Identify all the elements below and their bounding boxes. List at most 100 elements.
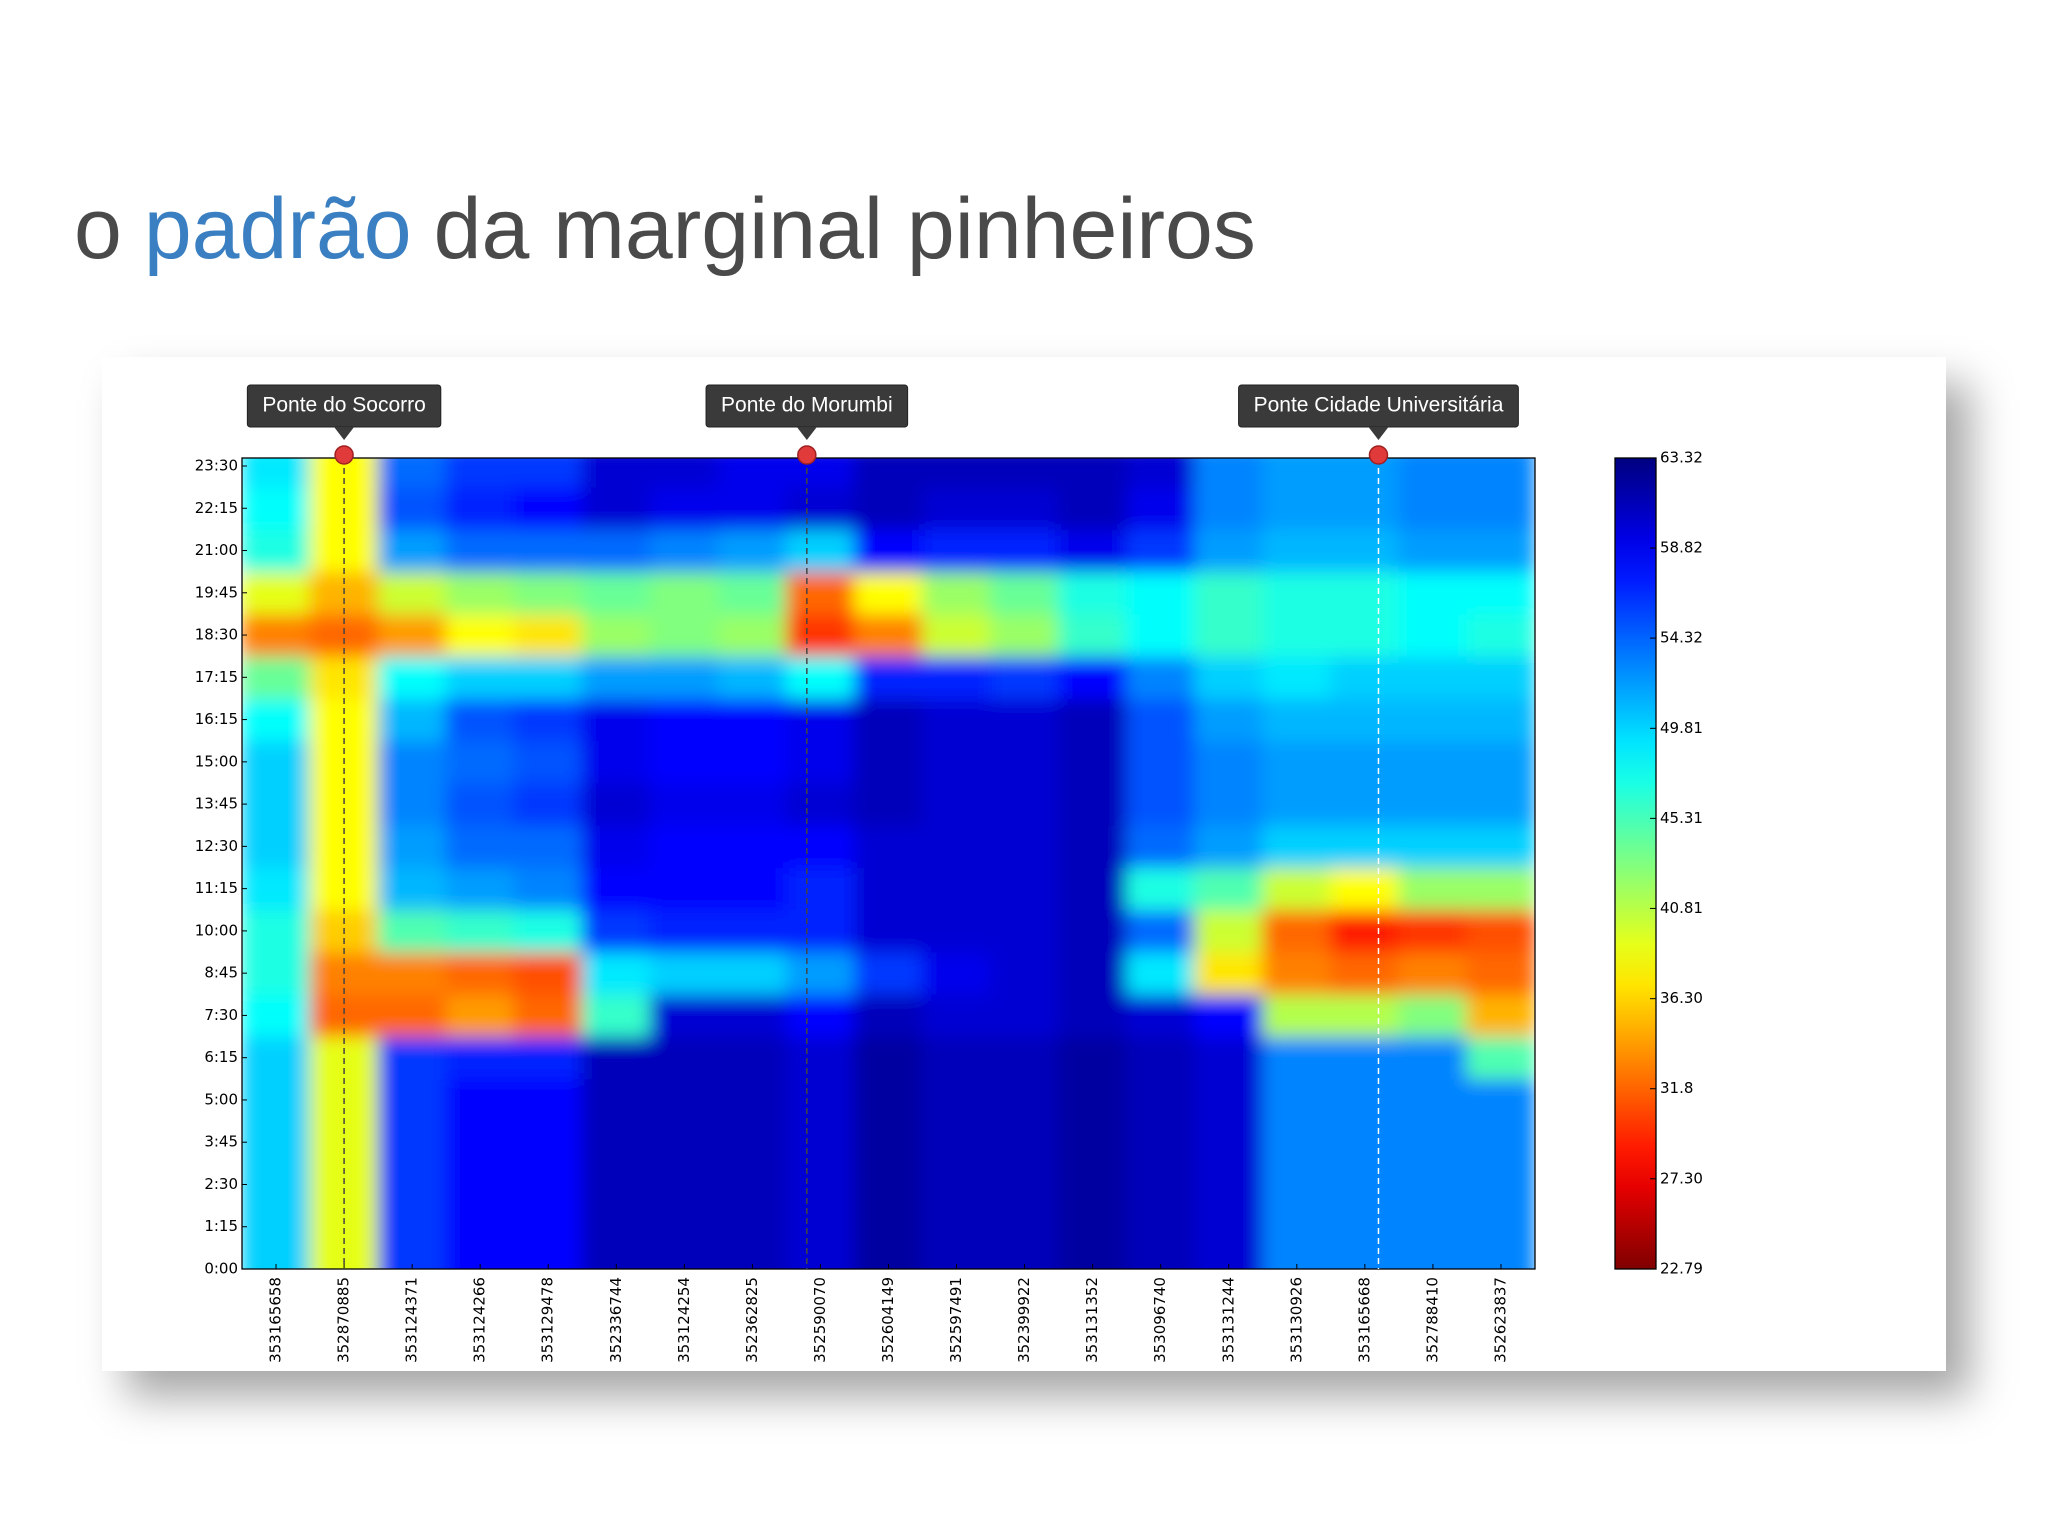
heat-cell [717,909,787,953]
y-tick-label: 1:15 [204,1217,238,1235]
heat-cell [853,571,924,615]
heat-cell [990,824,1060,868]
title-rest: da marginal pinheiros [433,181,1256,277]
heat-cell [1058,528,1128,573]
heat-cell [1262,697,1332,742]
heat-cell [1330,824,1400,868]
heat-cell [1194,528,1264,573]
heat-cell [649,1078,719,1122]
y-tick-label: 3:45 [204,1133,238,1151]
heat-cell [853,697,924,742]
heat-cell [1194,1205,1264,1249]
heat-cell [242,571,311,615]
heat-cell [1126,909,1196,953]
heat-cell [1262,909,1332,953]
heat-cell [990,782,1060,826]
heat-cell [853,951,924,995]
y-tick-label: 8:45 [204,964,238,982]
heat-cell [581,571,651,615]
heat-cell [990,1162,1060,1207]
heat-cell [1194,824,1264,868]
heat-cell [1194,867,1264,911]
heat-cell [649,528,719,573]
heat-cell [990,1120,1060,1164]
heat-cell [1330,1247,1400,1269]
heat-cell [242,867,311,911]
x-tick-label: 353165668 [1355,1277,1373,1363]
heat-cell [581,1205,651,1249]
heat-cell [1194,782,1264,826]
heat-cell [785,909,855,953]
heat-cell [1466,909,1535,953]
heat-cell [649,655,719,699]
heat-cell [1194,1120,1264,1164]
heat-cell [1466,867,1535,911]
heat-cell [785,824,855,868]
heat-cell [922,1247,992,1269]
heat-cell [1058,697,1128,742]
heat-cell [581,613,651,657]
heat-cell [922,1162,992,1207]
heat-cell [1126,458,1196,488]
heat-cell [513,824,583,868]
heat-cell [1262,528,1332,573]
heat-cell [513,1247,583,1269]
heat-cell [1262,1078,1332,1122]
heat-cell [1262,1120,1332,1164]
heat-cell [242,613,311,657]
heat-cell [242,486,311,530]
heat-cell [377,1036,447,1080]
heat-cell [649,1205,719,1249]
heat-cell [922,740,992,784]
heat-cell [853,740,924,784]
heat-cell [513,740,583,784]
heat-cell [1262,867,1332,911]
heat-cell [922,824,992,868]
heatmap [242,458,1535,1269]
heat-cell [1466,1247,1535,1269]
heat-cell [1058,993,1128,1038]
heat-cell [445,867,515,911]
heat-cell [1126,571,1196,615]
heat-cell [990,655,1060,699]
heat-cell [1330,909,1400,953]
heat-cell [1398,951,1468,995]
heat-cell [1466,655,1535,699]
callout-pointer [334,427,355,440]
y-tick-label: 16:15 [195,710,238,728]
heat-cell [1466,486,1535,530]
heat-cell [785,613,855,657]
heat-cell [649,993,719,1038]
heat-cell [513,613,583,657]
y-tick-label: 2:30 [204,1175,238,1193]
y-tick-label: 5:00 [204,1090,238,1108]
heat-cell [242,528,311,573]
callout-label: Ponte Cidade Universitária [1254,394,1504,417]
annotation-marker [797,445,817,465]
heat-cell [1330,1078,1400,1122]
heat-cell [1126,951,1196,995]
heat-cell [1126,697,1196,742]
heat-cell [1330,1036,1400,1080]
heat-cell [1194,1247,1264,1269]
heat-cell [717,1078,787,1122]
heat-cell [1262,1162,1332,1207]
x-tick-label: 352623837 [1491,1277,1509,1363]
heat-cell [1194,571,1264,615]
heat-cell [990,951,1060,995]
heat-cell [1330,740,1400,784]
heat-cell [1330,951,1400,995]
heat-cell [649,458,719,488]
heat-cell [1398,655,1468,699]
heat-cell [1262,993,1332,1038]
heat-cell [785,1078,855,1122]
heat-cell [377,867,447,911]
colorbar-tick-label: 63.32 [1660,449,1703,467]
heat-cell [1466,993,1535,1038]
callout-label: Ponte do Morumbi [721,394,893,417]
heat-cell [1058,655,1128,699]
heat-cell [649,613,719,657]
heat-cell [242,824,311,868]
x-tick-label: 353096740 [1151,1277,1169,1363]
